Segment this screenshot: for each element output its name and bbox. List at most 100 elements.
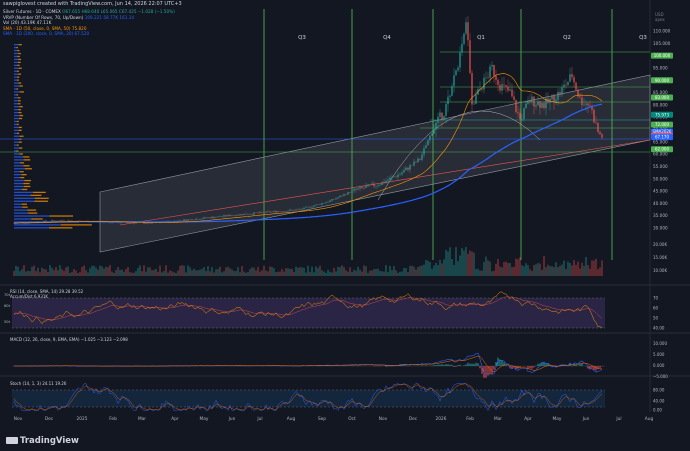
volume-bar xyxy=(281,269,283,276)
vp-bar-down xyxy=(18,67,22,69)
macd-hist-bar xyxy=(433,365,435,366)
vp-bar-up xyxy=(14,58,19,61)
vp-bar-up xyxy=(14,79,17,81)
macd-legend[interactable]: MACD (12, 26, close, 9, EMA, EMA) −1.025… xyxy=(10,337,128,342)
candle-body xyxy=(177,220,179,222)
macd-hist-bar xyxy=(457,365,459,366)
parallel-channel[interactable] xyxy=(99,74,651,253)
vp-bar-down xyxy=(23,156,30,158)
macd-line[interactable] xyxy=(14,352,603,375)
candle-body xyxy=(127,222,129,224)
vrvp-label[interactable]: VRVP (Number Of Rows, 70, Up/Down) xyxy=(3,14,84,20)
macd-hist-bar xyxy=(519,366,521,368)
macd-hist-bar xyxy=(515,366,517,369)
macd-hist-bar xyxy=(533,366,535,368)
candle-body xyxy=(293,209,295,211)
volume-bar xyxy=(191,270,193,276)
volume-bar xyxy=(165,265,167,276)
macd-hist-bar xyxy=(499,359,501,366)
volume-bar xyxy=(237,267,239,276)
vp-bar-down xyxy=(23,185,31,188)
volume-bar xyxy=(389,265,391,276)
volume-bar xyxy=(461,247,463,276)
vp-bar-down xyxy=(16,150,19,152)
rsi-line[interactable] xyxy=(13,291,603,328)
volume-bar xyxy=(243,271,245,276)
candle-body xyxy=(517,111,519,113)
volume-bar xyxy=(369,270,371,276)
vp-bar-down xyxy=(27,212,38,214)
candle-body xyxy=(497,79,499,85)
volume-label[interactable]: Vol (20) 43.19K 47.11K xyxy=(3,20,52,26)
macd-signal-line[interactable] xyxy=(14,355,603,373)
candle-body xyxy=(437,116,439,123)
volume-bar xyxy=(189,267,191,276)
volume-bar xyxy=(135,271,137,276)
channel-inner-line[interactable] xyxy=(119,139,651,226)
candle-body xyxy=(59,220,61,222)
symbol-title[interactable]: Silver Futures · 1D · COMEX xyxy=(3,9,61,14)
volume-bar xyxy=(157,271,159,276)
candle-body xyxy=(571,74,573,78)
price-badge xyxy=(651,52,673,59)
time-axis[interactable]: Nov Dec 2025 Feb Mar Apr May Jun Jul Aug Sep Oct Nov… xyxy=(0,412,690,426)
volume-bar xyxy=(127,267,129,276)
vp-bar-up xyxy=(14,100,19,102)
volume-bar xyxy=(227,266,229,276)
stoch-legend[interactable]: Stoch (14, 1, 3) 24.11 19.26 xyxy=(10,381,67,386)
volume-bar xyxy=(315,266,317,276)
time-label: Jul xyxy=(256,416,262,422)
macd-hist-bar xyxy=(511,366,513,369)
vp-bar-down xyxy=(19,114,24,117)
rsi-legend[interactable]: RSI (14, close, SMA, 14) 29.28 39.52 xyxy=(10,289,84,294)
rsi-tick: 40.00 xyxy=(653,326,665,331)
price-badge xyxy=(651,134,673,141)
volume-bar xyxy=(457,261,459,276)
candle-body xyxy=(237,215,239,216)
stoch-k-line[interactable] xyxy=(13,383,603,411)
candle-body xyxy=(385,180,387,183)
rsi-ma-line[interactable] xyxy=(14,296,603,320)
volume-bar xyxy=(205,270,207,276)
stoch-d-line[interactable] xyxy=(13,383,603,411)
candle-body xyxy=(551,95,553,99)
volume-bar xyxy=(179,266,181,276)
vp-bar-up xyxy=(14,141,19,143)
candle-body xyxy=(149,222,151,224)
candle-body xyxy=(185,219,187,221)
volume-bar xyxy=(393,266,395,276)
horizontal-levels[interactable] xyxy=(0,51,650,153)
vp-bar-down xyxy=(19,85,23,87)
volume-bar xyxy=(111,271,113,276)
candle-body xyxy=(501,84,503,91)
main-legend: Silver Futures · 1D · COMEX O67.655 H68.… xyxy=(3,9,175,37)
volume-bar xyxy=(183,265,185,276)
volume-bar xyxy=(275,272,277,276)
tradingview-logo[interactable]: TradingView xyxy=(6,436,79,446)
vp-bar-up xyxy=(14,52,19,55)
sma200-label[interactable]: SMA · 1D (200, close, 0, SMA, 20) 67.520 xyxy=(3,31,90,37)
vp-bar-up xyxy=(14,159,24,161)
vp-bar-down xyxy=(24,179,32,182)
candle-body xyxy=(595,122,597,123)
candle-body xyxy=(323,202,325,204)
candle-body xyxy=(217,216,219,218)
candle-body xyxy=(507,86,509,91)
vp-bar-down xyxy=(23,159,31,161)
accum-legend[interactable]: Accum/Dist 6.931K xyxy=(10,294,49,299)
volume-bar xyxy=(449,247,451,276)
volume-bar xyxy=(347,271,349,276)
volume-bar xyxy=(575,264,577,276)
volume-bar xyxy=(13,271,15,276)
candle-body xyxy=(471,72,473,105)
sma50-line[interactable] xyxy=(14,73,603,224)
price-badge xyxy=(651,94,673,101)
macd-hist-bar xyxy=(491,366,493,375)
volume-bar xyxy=(381,271,383,276)
sma50-label[interactable]: SMA · 1D (50, close, 0, SMA, 50) 75.820 xyxy=(3,25,87,31)
volume-bar xyxy=(271,266,273,276)
volume-bar xyxy=(149,267,151,276)
macd-hist-bar xyxy=(489,366,491,375)
candle-body xyxy=(407,167,409,170)
